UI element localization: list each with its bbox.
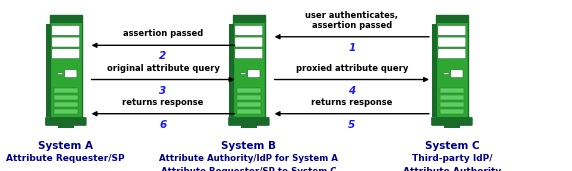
Text: Attribute Requester/SP to System C: Attribute Requester/SP to System C <box>161 167 336 171</box>
Text: Attribute Requester/SP: Attribute Requester/SP <box>6 154 125 163</box>
Text: user authenticates,
assertion passed: user authenticates, assertion passed <box>305 11 398 30</box>
Bar <box>444 125 460 128</box>
Text: original attribute query: original attribute query <box>106 64 220 73</box>
Text: 1: 1 <box>348 43 355 53</box>
Bar <box>436 15 468 23</box>
FancyBboxPatch shape <box>52 49 80 59</box>
Bar <box>432 24 436 117</box>
Bar <box>46 24 50 117</box>
Bar <box>241 125 257 128</box>
FancyBboxPatch shape <box>431 117 472 126</box>
FancyBboxPatch shape <box>45 117 86 126</box>
Bar <box>233 15 264 23</box>
FancyBboxPatch shape <box>248 70 260 78</box>
FancyBboxPatch shape <box>438 37 466 47</box>
Text: assertion passed: assertion passed <box>123 29 203 38</box>
Text: 6: 6 <box>160 120 166 130</box>
Circle shape <box>443 73 450 75</box>
Bar <box>50 15 82 121</box>
Text: 3: 3 <box>160 86 166 95</box>
Bar <box>237 109 261 114</box>
Bar <box>50 15 82 23</box>
Bar <box>237 88 261 93</box>
Bar <box>58 125 74 128</box>
Text: System A: System A <box>38 141 93 151</box>
Bar <box>54 102 78 107</box>
Bar <box>440 102 464 107</box>
Text: 5: 5 <box>348 120 355 130</box>
FancyBboxPatch shape <box>228 117 269 126</box>
Text: returns response: returns response <box>122 98 204 107</box>
Bar <box>440 109 464 114</box>
Circle shape <box>240 73 247 75</box>
Bar <box>54 88 78 93</box>
Bar <box>237 102 261 107</box>
Text: 2: 2 <box>160 51 166 61</box>
Bar <box>237 95 261 100</box>
FancyBboxPatch shape <box>65 70 77 78</box>
Text: System B: System B <box>221 141 276 151</box>
Bar <box>54 109 78 114</box>
FancyBboxPatch shape <box>235 37 263 47</box>
Bar <box>54 95 78 100</box>
Circle shape <box>57 73 63 75</box>
Text: Attribute Authority/IdP for System A: Attribute Authority/IdP for System A <box>160 154 338 163</box>
Text: 4: 4 <box>348 86 355 95</box>
Bar <box>436 15 468 121</box>
FancyBboxPatch shape <box>52 25 80 35</box>
Text: Third-party IdP/: Third-party IdP/ <box>412 154 492 163</box>
FancyBboxPatch shape <box>235 25 263 35</box>
Text: Attribute Authority: Attribute Authority <box>403 167 501 171</box>
FancyBboxPatch shape <box>438 25 466 35</box>
FancyBboxPatch shape <box>52 37 80 47</box>
Bar <box>233 15 264 121</box>
Bar <box>229 24 233 117</box>
Text: System C: System C <box>424 141 479 151</box>
FancyBboxPatch shape <box>235 49 263 59</box>
Bar <box>440 88 464 93</box>
Text: returns response: returns response <box>311 98 392 107</box>
Bar <box>440 95 464 100</box>
Text: proxied attribute query: proxied attribute query <box>296 64 408 73</box>
FancyBboxPatch shape <box>438 49 466 59</box>
FancyBboxPatch shape <box>451 70 463 78</box>
